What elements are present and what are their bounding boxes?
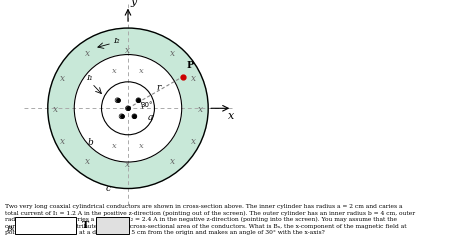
Bar — [96, 217, 129, 234]
Circle shape — [74, 55, 182, 162]
Text: x: x — [139, 142, 144, 150]
Text: x: x — [126, 46, 130, 55]
Text: x: x — [170, 157, 174, 166]
Text: x: x — [53, 105, 58, 114]
Text: x: x — [191, 74, 196, 83]
Text: x: x — [60, 137, 65, 146]
Text: P: P — [187, 61, 194, 70]
Text: 30°: 30° — [141, 102, 153, 108]
Text: x: x — [112, 67, 117, 75]
Text: x: x — [60, 74, 65, 83]
Bar — [15, 217, 76, 234]
Text: c: c — [106, 184, 110, 193]
Text: r: r — [156, 83, 160, 92]
Text: current is uniformly distributed over the cross-sectional area of the conductors: current is uniformly distributed over th… — [5, 224, 406, 229]
Text: Two very long coaxial cylindrical conductors are shown in cross-section above. T: Two very long coaxial cylindrical conduc… — [5, 204, 402, 209]
Text: x: x — [139, 67, 144, 75]
Text: x: x — [85, 157, 91, 166]
Text: point P which is located at a distance r = 5 cm from the origin and makes an ang: point P which is located at a distance r… — [5, 230, 325, 235]
Text: a: a — [148, 113, 153, 122]
Text: radius c = 6 cm and carries a current of I₂ = 2.4 A in the negative z-direction : radius c = 6 cm and carries a current of… — [5, 217, 397, 222]
Text: Bₓ =: Bₓ = — [6, 225, 23, 233]
Text: x: x — [170, 49, 174, 58]
Text: x: x — [228, 111, 234, 121]
Text: T: T — [82, 221, 90, 230]
Text: x: x — [85, 49, 91, 58]
Text: x: x — [191, 137, 196, 146]
Text: x: x — [112, 142, 117, 150]
Text: Enter: Enter — [103, 222, 122, 228]
Text: I₁: I₁ — [86, 74, 93, 82]
Text: x: x — [198, 105, 203, 114]
Text: I₂: I₂ — [114, 36, 120, 45]
Circle shape — [48, 28, 208, 188]
Text: x: x — [126, 160, 130, 169]
Text: total current of I₁ = 1.2 A in the positive z-direction (pointing out of the scr: total current of I₁ = 1.2 A in the posit… — [5, 210, 415, 216]
Circle shape — [101, 82, 155, 135]
Text: y: y — [130, 0, 137, 7]
Text: b: b — [88, 138, 93, 147]
